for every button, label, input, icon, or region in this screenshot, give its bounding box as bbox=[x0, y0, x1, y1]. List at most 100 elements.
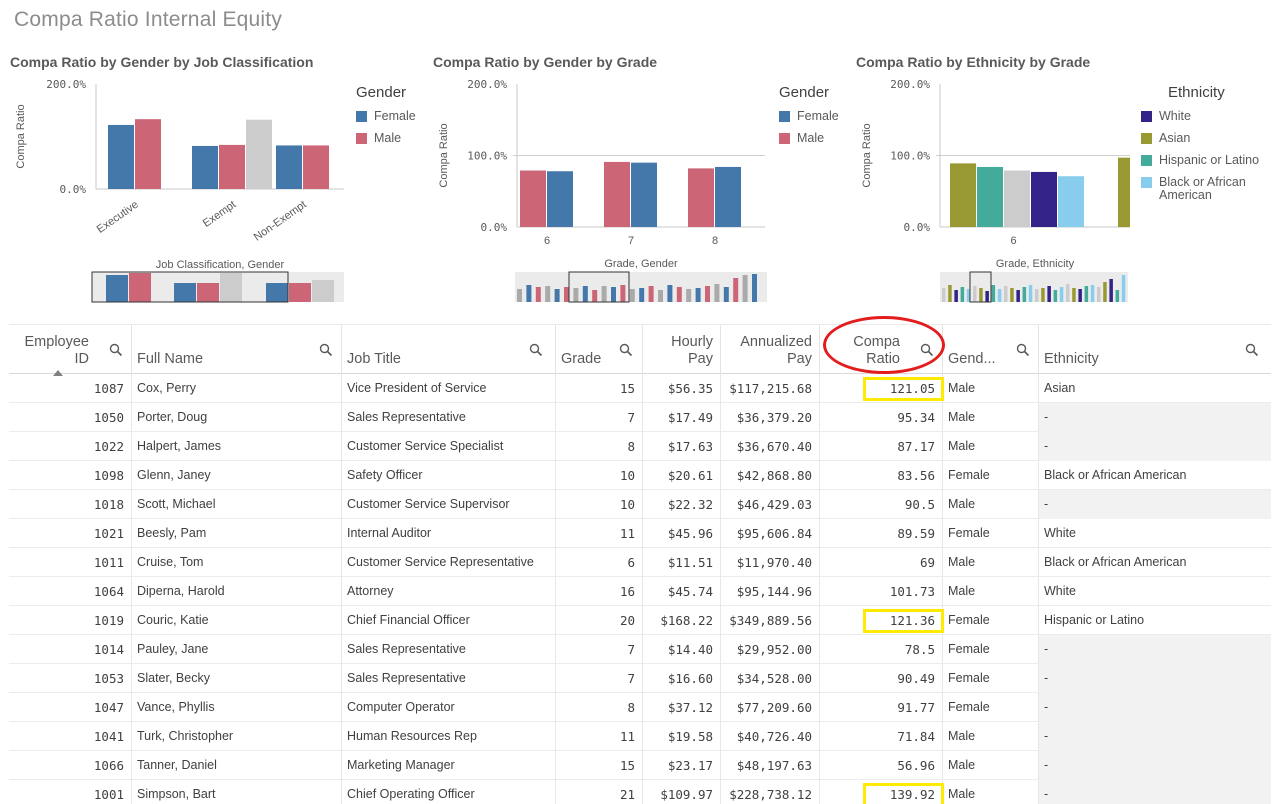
table-row[interactable]: 1019 Couric, Katie Chief Financial Officer… bbox=[9, 606, 1271, 635]
cell-grade[interactable]: 16 bbox=[556, 577, 643, 606]
cell-employee-id[interactable]: 1087 bbox=[9, 374, 132, 403]
table-row[interactable]: 1018 Scott, Michael Customer Service Super… bbox=[9, 490, 1271, 519]
cell-full-name[interactable]: Slater, Becky bbox=[132, 664, 342, 693]
cell-employee-id[interactable]: 1022 bbox=[9, 432, 132, 461]
legend-item-asian[interactable]: Asian bbox=[1141, 132, 1269, 145]
cell-ethnicity[interactable]: - bbox=[1039, 432, 1271, 461]
cell-hourly-pay[interactable]: $17.49 bbox=[643, 403, 721, 432]
bar-1-1[interactable] bbox=[219, 144, 245, 189]
column-header-hourly-pay[interactable]: Hourly Pay bbox=[643, 325, 721, 375]
table-row[interactable]: 1022 Halpert, James Customer Service Speci… bbox=[9, 432, 1271, 461]
table-row[interactable]: 1087 Cox, Perry Vice President of Service 1… bbox=[9, 374, 1271, 403]
bar-0-0[interactable] bbox=[950, 163, 976, 227]
bar-1-2[interactable] bbox=[246, 119, 272, 189]
cell-compa-ratio[interactable]: 101.73 bbox=[820, 577, 943, 606]
cell-job-title[interactable]: Chief Operating Officer bbox=[342, 780, 556, 804]
bar-0-1[interactable] bbox=[547, 171, 573, 227]
cell-employee-id[interactable]: 1001 bbox=[9, 780, 132, 804]
cell-job-title[interactable]: Sales Representative bbox=[342, 635, 556, 664]
cell-annualized-pay[interactable]: $95,144.96 bbox=[721, 577, 820, 606]
cell-annualized-pay[interactable]: $228,738.12 bbox=[721, 780, 820, 804]
cell-full-name[interactable]: Glenn, Janey bbox=[132, 461, 342, 490]
cell-full-name[interactable]: Couric, Katie bbox=[132, 606, 342, 635]
cell-full-name[interactable]: Scott, Michael bbox=[132, 490, 342, 519]
cell-full-name[interactable]: Porter, Doug bbox=[132, 403, 342, 432]
cell-hourly-pay[interactable]: $11.51 bbox=[643, 548, 721, 577]
cell-full-name[interactable]: Simpson, Bart bbox=[132, 780, 342, 804]
cell-full-name[interactable]: Cox, Perry bbox=[132, 374, 342, 403]
table-body[interactable]: 1087 Cox, Perry Vice President of Service 1… bbox=[9, 374, 1271, 804]
cell-employee-id[interactable]: 1064 bbox=[9, 577, 132, 606]
cell-compa-ratio[interactable]: 71.84 bbox=[820, 722, 943, 751]
cell-employee-id[interactable]: 1098 bbox=[9, 461, 132, 490]
cell-hourly-pay[interactable]: $56.35 bbox=[643, 374, 721, 403]
cell-employee-id[interactable]: 1066 bbox=[9, 751, 132, 780]
cell-ethnicity[interactable]: - bbox=[1039, 664, 1271, 693]
cell-compa-ratio[interactable]: 87.17 bbox=[820, 432, 943, 461]
cell-hourly-pay[interactable]: $22.32 bbox=[643, 490, 721, 519]
cell-full-name[interactable]: Halpert, James bbox=[132, 432, 342, 461]
bar-2-1[interactable] bbox=[303, 145, 329, 189]
cell-compa-ratio[interactable]: 90.49 bbox=[820, 664, 943, 693]
table-row[interactable]: 1066 Tanner, Daniel Marketing Manager 15 $23… bbox=[9, 751, 1271, 780]
cell-job-title[interactable]: Customer Service Representative bbox=[342, 548, 556, 577]
cell-employee-id[interactable]: 1053 bbox=[9, 664, 132, 693]
cell-gender[interactable]: Male bbox=[943, 780, 1039, 804]
cell-annualized-pay[interactable]: $77,209.60 bbox=[721, 693, 820, 722]
cell-gender[interactable]: Male bbox=[943, 403, 1039, 432]
cell-grade[interactable]: 7 bbox=[556, 403, 643, 432]
cell-full-name[interactable]: Turk, Christopher bbox=[132, 722, 342, 751]
cell-hourly-pay[interactable]: $45.96 bbox=[643, 519, 721, 548]
search-icon[interactable] bbox=[319, 343, 333, 357]
bar-1-0[interactable] bbox=[192, 145, 218, 189]
cell-grade[interactable]: 6 bbox=[556, 548, 643, 577]
cell-ethnicity[interactable]: White bbox=[1044, 584, 1076, 598]
cell-ethnicity[interactable]: - bbox=[1039, 635, 1271, 664]
bar-0-1[interactable] bbox=[135, 119, 161, 189]
cell-ethnicity[interactable]: - bbox=[1039, 780, 1271, 804]
cell-gender[interactable]: Female bbox=[943, 519, 1039, 548]
cell-grade[interactable]: 10 bbox=[556, 461, 643, 490]
cell-employee-id[interactable]: 1047 bbox=[9, 693, 132, 722]
cell-grade[interactable]: 8 bbox=[556, 432, 643, 461]
table-row[interactable]: 1041 Turk, Christopher Human Resources Rep… bbox=[9, 722, 1271, 751]
cell-employee-id[interactable]: 1014 bbox=[9, 635, 132, 664]
chart-job-classification[interactable]: 200.0% 0.0% Compa Ratio Job Classification,… bbox=[10, 48, 430, 310]
cell-compa-ratio[interactable]: 95.34 bbox=[820, 403, 943, 432]
cell-job-title[interactable]: Customer Service Specialist bbox=[342, 432, 556, 461]
column-header-gender[interactable]: Gend... bbox=[943, 325, 1039, 375]
cell-full-name[interactable]: Pauley, Jane bbox=[132, 635, 342, 664]
cell-job-title[interactable]: Internal Auditor bbox=[342, 519, 556, 548]
bar-1-0[interactable] bbox=[604, 161, 630, 227]
cell-ethnicity[interactable]: - bbox=[1039, 722, 1271, 751]
cell-full-name[interactable]: Diperna, Harold bbox=[132, 577, 342, 606]
cell-gender[interactable]: Female bbox=[943, 635, 1039, 664]
cell-grade[interactable]: 15 bbox=[556, 751, 643, 780]
cell-ethnicity[interactable]: Asian bbox=[1044, 381, 1076, 395]
table-row[interactable]: 1011 Cruise, Tom Customer Service Represen… bbox=[9, 548, 1271, 577]
bar-0-2[interactable] bbox=[1004, 170, 1030, 227]
cell-employee-id[interactable]: 1041 bbox=[9, 722, 132, 751]
cell-annualized-pay[interactable]: $29,952.00 bbox=[721, 635, 820, 664]
cell-job-title[interactable]: Sales Representative bbox=[342, 403, 556, 432]
cell-gender[interactable]: Female bbox=[943, 693, 1039, 722]
bar-1-1[interactable] bbox=[631, 162, 657, 227]
cell-annualized-pay[interactable]: $42,868.80 bbox=[721, 461, 820, 490]
legend-item-hispanic[interactable]: Hispanic or Latino bbox=[1141, 154, 1269, 167]
cell-grade[interactable]: 15 bbox=[556, 374, 643, 403]
column-header-employee-id[interactable]: Employee ID bbox=[9, 325, 132, 376]
legend-item-white[interactable]: White bbox=[1141, 110, 1269, 123]
bar-next-group-partial[interactable] bbox=[1118, 157, 1130, 227]
chart-grade[interactable]: 200.0% 100.0% 0.0% Compa Ratio Grade, Gender… bbox=[433, 48, 853, 310]
cell-gender[interactable]: Male bbox=[943, 432, 1039, 461]
column-header-ethnicity[interactable]: Ethnicity bbox=[1039, 325, 1271, 375]
column-header-full-name[interactable]: Full Name bbox=[132, 325, 342, 375]
table-row[interactable]: 1053 Slater, Becky Sales Representative 7 $1… bbox=[9, 664, 1271, 693]
cell-annualized-pay[interactable]: $11,970.40 bbox=[721, 548, 820, 577]
cell-full-name[interactable]: Vance, Phyllis bbox=[132, 693, 342, 722]
cell-gender[interactable]: Male bbox=[943, 374, 1039, 403]
cell-grade[interactable]: 11 bbox=[556, 722, 643, 751]
chart-legend[interactable]: Gender Female Male bbox=[356, 84, 416, 154]
chart-legend[interactable]: Ethnicity White Asian Hispanic or Latino… bbox=[1141, 84, 1269, 211]
cell-ethnicity[interactable]: - bbox=[1039, 403, 1271, 432]
